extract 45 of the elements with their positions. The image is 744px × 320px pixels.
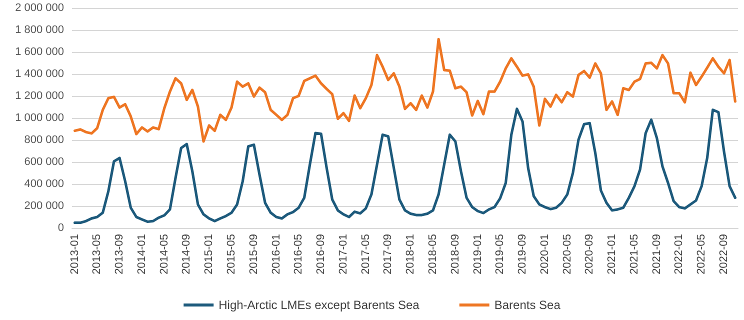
- x-tick-label: 2015-09: [248, 234, 260, 274]
- x-tick-label: 2015-01: [203, 234, 216, 274]
- y-tick-label: 600 000: [24, 156, 64, 168]
- line-series: [74, 108, 736, 224]
- y-tick-label: 1 800 000: [15, 24, 64, 36]
- y-tick-label: 2 000 000: [15, 2, 64, 14]
- line-series: [74, 38, 736, 143]
- x-tick-label: 2013-09: [114, 234, 126, 274]
- x-tick-label: 2013-05: [91, 234, 104, 274]
- x-tick-label: 2018-05: [426, 234, 439, 274]
- y-tick-label: 1 600 000: [15, 46, 64, 58]
- y-tick-label: 0: [58, 222, 64, 234]
- y-tick-label: 400 000: [24, 178, 64, 190]
- x-tick-label: 2016-05: [292, 234, 305, 274]
- x-tick-label: 2021-01: [606, 234, 618, 274]
- x-tick-label: 2017-09: [382, 234, 394, 274]
- x-tick-label: 2019-01: [472, 234, 484, 274]
- legend-label: High-Arctic LMEs except Barents Sea: [218, 298, 420, 312]
- x-tick-label: 2022-01: [673, 234, 686, 274]
- x-tick-label: 2019-09: [516, 234, 529, 274]
- y-tick-label: 800 000: [24, 134, 64, 146]
- y-tick-label: 1 400 000: [15, 68, 64, 80]
- x-tick-label: 2018-09: [449, 234, 462, 274]
- x-tick-label: 2017-01: [337, 234, 350, 274]
- x-tick-label: 2022-09: [718, 234, 730, 274]
- x-tick-label: 2020-05: [561, 234, 574, 274]
- x-tick-label: 2014-01: [136, 234, 148, 274]
- x-tick-label: 2020-09: [584, 234, 596, 274]
- legend-label: Barents Sea: [494, 298, 561, 312]
- x-tick-label: 2019-05: [494, 234, 506, 274]
- y-tick-label: 200 000: [24, 200, 64, 212]
- x-tick-label: 2014-05: [158, 234, 170, 274]
- x-tick-label: 2020-01: [538, 234, 551, 274]
- x-tick-label: 2013-01: [68, 234, 81, 274]
- x-tick-label: 2017-05: [360, 234, 372, 274]
- x-tick-label: 2014-09: [180, 234, 193, 274]
- y-tick-label: 1 200 000: [15, 90, 64, 102]
- x-tick-label: 2022-05: [696, 234, 708, 274]
- x-tick-label: 2018-01: [404, 234, 417, 274]
- y-tick-label: 1 000 000: [15, 112, 64, 124]
- x-tick-label: 2015-05: [226, 234, 238, 274]
- x-tick-label: 2016-01: [270, 234, 282, 274]
- x-tick-label: 2016-09: [315, 234, 328, 274]
- x-tick-label: 2021-09: [650, 234, 663, 274]
- x-tick-label: 2021-05: [628, 234, 640, 274]
